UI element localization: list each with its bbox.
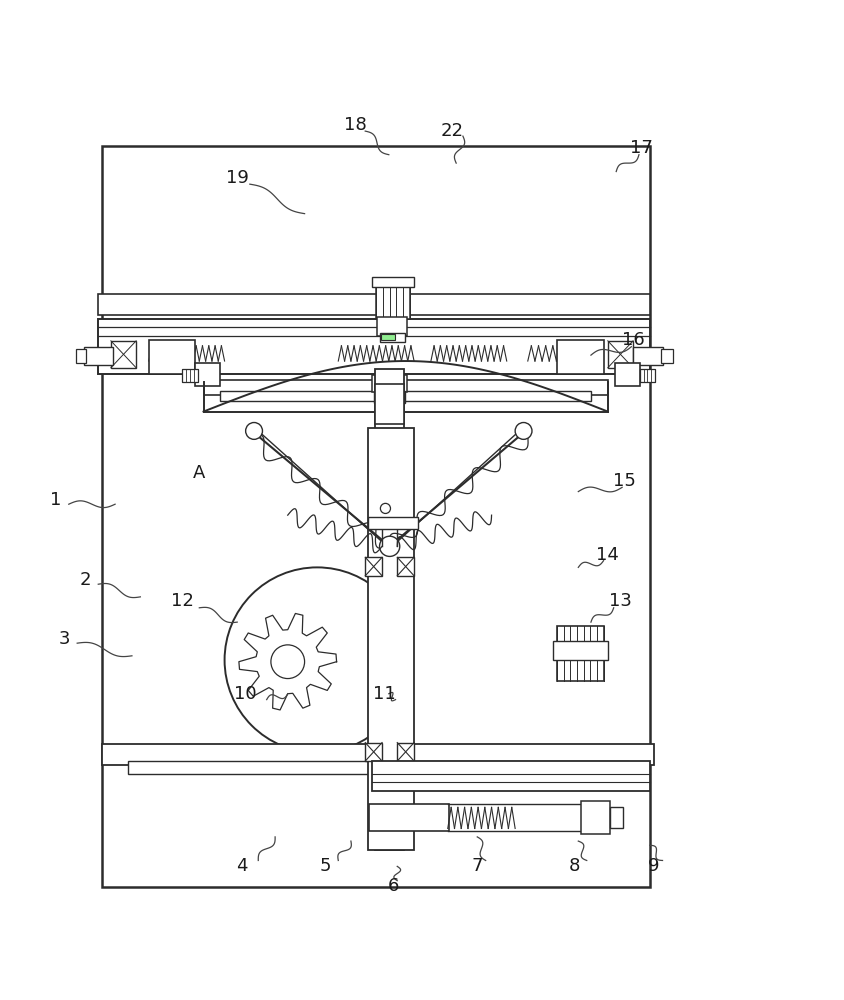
Text: 14: 14 xyxy=(596,546,619,564)
Text: 3: 3 xyxy=(59,630,70,648)
Bar xyxy=(375,384,403,424)
Bar xyxy=(102,744,653,765)
Bar xyxy=(397,557,414,576)
Bar xyxy=(580,801,609,834)
Circle shape xyxy=(380,503,390,513)
Bar xyxy=(552,641,607,660)
Bar xyxy=(367,428,414,850)
Bar xyxy=(556,626,603,681)
Text: 4: 4 xyxy=(235,857,247,875)
Text: 6: 6 xyxy=(387,877,398,895)
Text: 18: 18 xyxy=(344,116,366,134)
Bar xyxy=(182,369,197,382)
Bar xyxy=(607,341,632,368)
Bar xyxy=(371,761,649,791)
Bar xyxy=(149,340,195,374)
Bar xyxy=(632,347,662,365)
Bar xyxy=(365,743,381,761)
Bar xyxy=(98,294,649,315)
Circle shape xyxy=(271,645,304,679)
Bar xyxy=(381,334,394,340)
Bar xyxy=(102,146,649,887)
Text: 2: 2 xyxy=(80,571,91,589)
Bar xyxy=(376,285,409,319)
Bar xyxy=(376,317,407,336)
Text: 5: 5 xyxy=(320,857,331,875)
Bar xyxy=(98,319,649,374)
Text: 10: 10 xyxy=(234,685,257,703)
Text: 11: 11 xyxy=(373,685,396,703)
Bar xyxy=(127,761,628,774)
Circle shape xyxy=(379,536,399,556)
Text: 17: 17 xyxy=(630,139,652,157)
Text: 1: 1 xyxy=(51,491,62,509)
Text: 12: 12 xyxy=(170,592,193,610)
Text: 15: 15 xyxy=(613,472,636,490)
Text: 19: 19 xyxy=(225,169,248,187)
Circle shape xyxy=(515,423,532,439)
Bar xyxy=(371,277,414,287)
Bar xyxy=(660,349,673,363)
Bar xyxy=(374,391,404,403)
Circle shape xyxy=(225,567,409,753)
Bar xyxy=(371,375,407,392)
Text: 9: 9 xyxy=(647,857,659,875)
Text: 7: 7 xyxy=(471,857,483,875)
Bar xyxy=(84,347,113,365)
Text: A: A xyxy=(193,464,205,482)
Text: 8: 8 xyxy=(568,857,579,875)
Bar xyxy=(609,807,622,828)
Bar xyxy=(639,369,654,382)
Bar xyxy=(111,341,136,368)
Bar xyxy=(365,557,381,576)
Bar xyxy=(367,517,418,529)
Bar xyxy=(220,391,590,401)
Bar xyxy=(375,369,403,850)
Bar xyxy=(397,743,414,761)
Text: 13: 13 xyxy=(609,592,631,610)
Text: 16: 16 xyxy=(621,331,644,349)
Text: 22: 22 xyxy=(440,122,463,140)
Bar xyxy=(75,349,85,363)
Bar xyxy=(614,363,639,386)
Bar xyxy=(379,333,404,342)
Bar xyxy=(195,363,220,386)
Circle shape xyxy=(246,423,262,439)
Bar xyxy=(369,804,449,831)
Bar xyxy=(556,340,603,374)
Bar xyxy=(203,380,607,395)
